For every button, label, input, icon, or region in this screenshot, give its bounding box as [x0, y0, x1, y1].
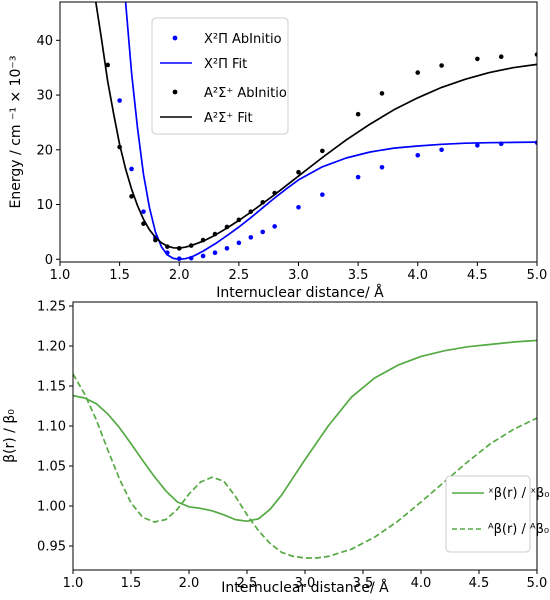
beta-y-tick-label: 0.95 — [37, 540, 66, 555]
energy-series-a-fit-line — [94, 2, 537, 249]
energy-data-point — [320, 192, 325, 197]
energy-data-point — [320, 148, 325, 154]
energy-x-tick-label: 4.5 — [467, 268, 488, 283]
energy-data-point — [105, 62, 110, 68]
beta-series-r-line — [73, 339, 537, 523]
beta-legend-box — [445, 475, 531, 553]
energy-x-tick-label: 5.0 — [527, 268, 548, 283]
beta-x-tick-label: 2.5 — [237, 576, 258, 591]
legend-label-x-fit: X²Π Fit — [204, 57, 247, 72]
beta-y-tick-label: 1.00 — [37, 500, 66, 515]
legend-marker-x-abinitio — [172, 35, 178, 41]
energy-y-tick-label: 0 — [45, 253, 53, 268]
energy-y-tick-label: 20 — [36, 143, 53, 158]
energy-x-tick-label: 3.0 — [288, 268, 309, 283]
energy-data-point — [129, 194, 134, 199]
beta-x-tick-label: 3.5 — [353, 576, 374, 591]
beta-chart: 1.0 1.5 2.0 2.5 3.0 3.5 4.0 4.5 5.0 0.95 1.00 1.05… — [2, 300, 549, 597]
beta-legend: ˣβ(r) / ˣβ₀ ᴬβ(r) / ᴬβ₀ — [445, 475, 549, 553]
beta-y-tick-label: 1.25 — [37, 300, 66, 315]
energy-data-point — [379, 91, 385, 96]
legend-label-a-abinitio: A²Σ⁺ AbInitio — [204, 86, 287, 101]
energy-series-x-fit-line — [124, 2, 537, 261]
energy-data-point — [498, 54, 504, 60]
beta-x-ticks: 1.0 1.5 2.0 2.5 3.0 3.5 4.0 4.5 5.0 — [63, 570, 548, 591]
legend-label-a-fit: A²Σ⁺ Fit — [204, 111, 253, 126]
legend-label-a-beta: ᴬβ(r) / ᴬβ₀ — [488, 522, 549, 537]
energy-data-point — [296, 204, 301, 210]
energy-data-point — [534, 52, 537, 57]
legend-marker-a-abinitio — [172, 89, 178, 95]
energy-data-point — [260, 229, 266, 235]
beta-series-r-line — [73, 373, 537, 559]
energy-x-tick-label: 4.0 — [407, 268, 428, 283]
energy-data-point — [224, 246, 230, 251]
energy-y-axis-label: Energy / cm ⁻¹ × 10⁻³ — [8, 56, 24, 209]
energy-data-point — [355, 174, 361, 180]
energy-chart: 1.0 1.5 2.0 2.5 3.0 3.5 4.0 4.5 5.0 0 10 20 30 40 In… — [8, 1, 548, 301]
beta-x-tick-label: 1.0 — [63, 576, 84, 591]
energy-y-ticks: 0 10 20 30 40 — [36, 34, 60, 268]
beta-y-tick-label: 1.10 — [37, 420, 66, 435]
legend-label-x-abinitio: X²Π AbInitio — [204, 32, 282, 47]
energy-y-tick-label: 10 — [36, 198, 53, 213]
beta-x-tick-label: 2.0 — [179, 576, 200, 591]
beta-x-axis-label: Internuclear distance/ Å — [221, 579, 389, 596]
energy-x-tick-label: 2.5 — [229, 268, 250, 283]
energy-data-point — [439, 147, 444, 153]
legend-label-x-beta: ˣβ(r) / ˣβ₀ — [488, 486, 549, 501]
energy-data-point — [355, 111, 361, 117]
beta-y-axis-label: β(r) / β₀ — [2, 409, 18, 463]
energy-legend: X²Π AbInitio X²Π Fit A²Σ⁺ AbInitio A²Σ⁺ … — [151, 17, 289, 135]
energy-data-point — [415, 152, 421, 158]
energy-legend-box — [151, 17, 289, 135]
energy-x-tick-label: 1.0 — [50, 268, 71, 283]
beta-y-ticks: 0.95 1.00 1.05 1.10 1.15 1.20 1.25 — [37, 300, 73, 555]
energy-x-ticks: 1.0 1.5 2.0 2.5 3.0 3.5 4.0 4.5 5.0 — [50, 262, 548, 283]
energy-x-tick-label: 2.0 — [169, 268, 190, 283]
energy-data-point — [475, 56, 480, 62]
energy-data-point — [212, 250, 218, 255]
energy-data-point — [296, 169, 301, 175]
beta-y-tick-label: 1.05 — [37, 460, 66, 475]
energy-data-point — [272, 224, 277, 229]
energy-x-tick-label: 3.5 — [348, 268, 369, 283]
energy-y-tick-label: 40 — [36, 34, 53, 49]
energy-data-point — [379, 165, 385, 170]
energy-data-point — [439, 63, 444, 68]
beta-x-tick-label: 4.0 — [411, 576, 432, 591]
energy-data-point — [129, 166, 134, 172]
energy-data-point — [236, 240, 242, 246]
energy-data-point — [475, 143, 480, 148]
beta-x-tick-label: 3.0 — [295, 576, 316, 591]
beta-x-tick-label: 1.5 — [121, 576, 142, 591]
energy-data-point — [141, 209, 146, 214]
energy-data-point — [200, 253, 206, 259]
beta-y-tick-label: 1.20 — [37, 340, 66, 355]
beta-x-tick-label: 5.0 — [527, 576, 548, 591]
energy-x-tick-label: 1.5 — [109, 268, 130, 283]
energy-y-tick-label: 30 — [36, 89, 53, 104]
beta-x-tick-label: 4.5 — [469, 576, 490, 591]
beta-y-tick-label: 1.15 — [37, 380, 66, 395]
beta-plot-area — [73, 339, 537, 559]
energy-data-point — [415, 70, 421, 75]
energy-x-axis-label: Internuclear distance/ Å — [216, 284, 384, 301]
energy-data-point — [248, 235, 254, 240]
energy-data-point — [117, 98, 122, 103]
energy-plot-frame — [59, 1, 538, 263]
energy-plot-area — [94, 2, 537, 262]
